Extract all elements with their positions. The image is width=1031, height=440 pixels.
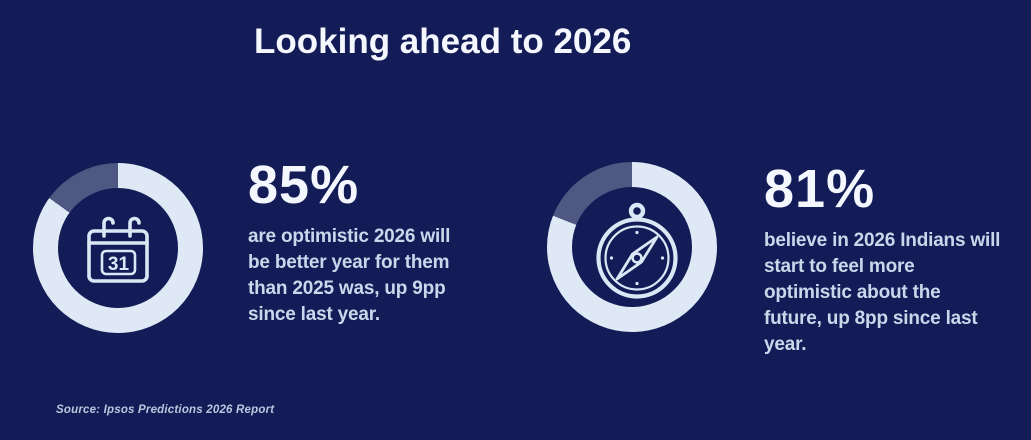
source-attribution: Source: Ipsos Predictions 2026 Report — [56, 404, 275, 416]
donut-hole — [572, 187, 692, 307]
stat-description: are optimistic 2026 will be better year … — [248, 226, 451, 325]
stat-value: 81% — [764, 159, 876, 219]
stat-description: believe in 2026 Indians will start to fe… — [764, 230, 1001, 355]
donut-chart-future-optimism — [547, 162, 717, 332]
page-title: Looking ahead to 2026 — [254, 22, 632, 61]
calendar-day-label: 31 — [108, 254, 130, 275]
compass-icon — [596, 202, 678, 299]
stat-value: 85% — [248, 155, 360, 215]
donut-chart-optimism: 31 — [33, 163, 203, 333]
donut-hole: 31 — [58, 188, 178, 308]
stat-block-future-optimism: 81% believe in 2026 Indians will start t… — [764, 162, 1031, 358]
compass-icon-wrap — [591, 201, 683, 301]
calendar-icon: 31 — [87, 216, 149, 283]
stat-block-optimism: 85% are optimistic 2026 will be better y… — [248, 158, 548, 328]
